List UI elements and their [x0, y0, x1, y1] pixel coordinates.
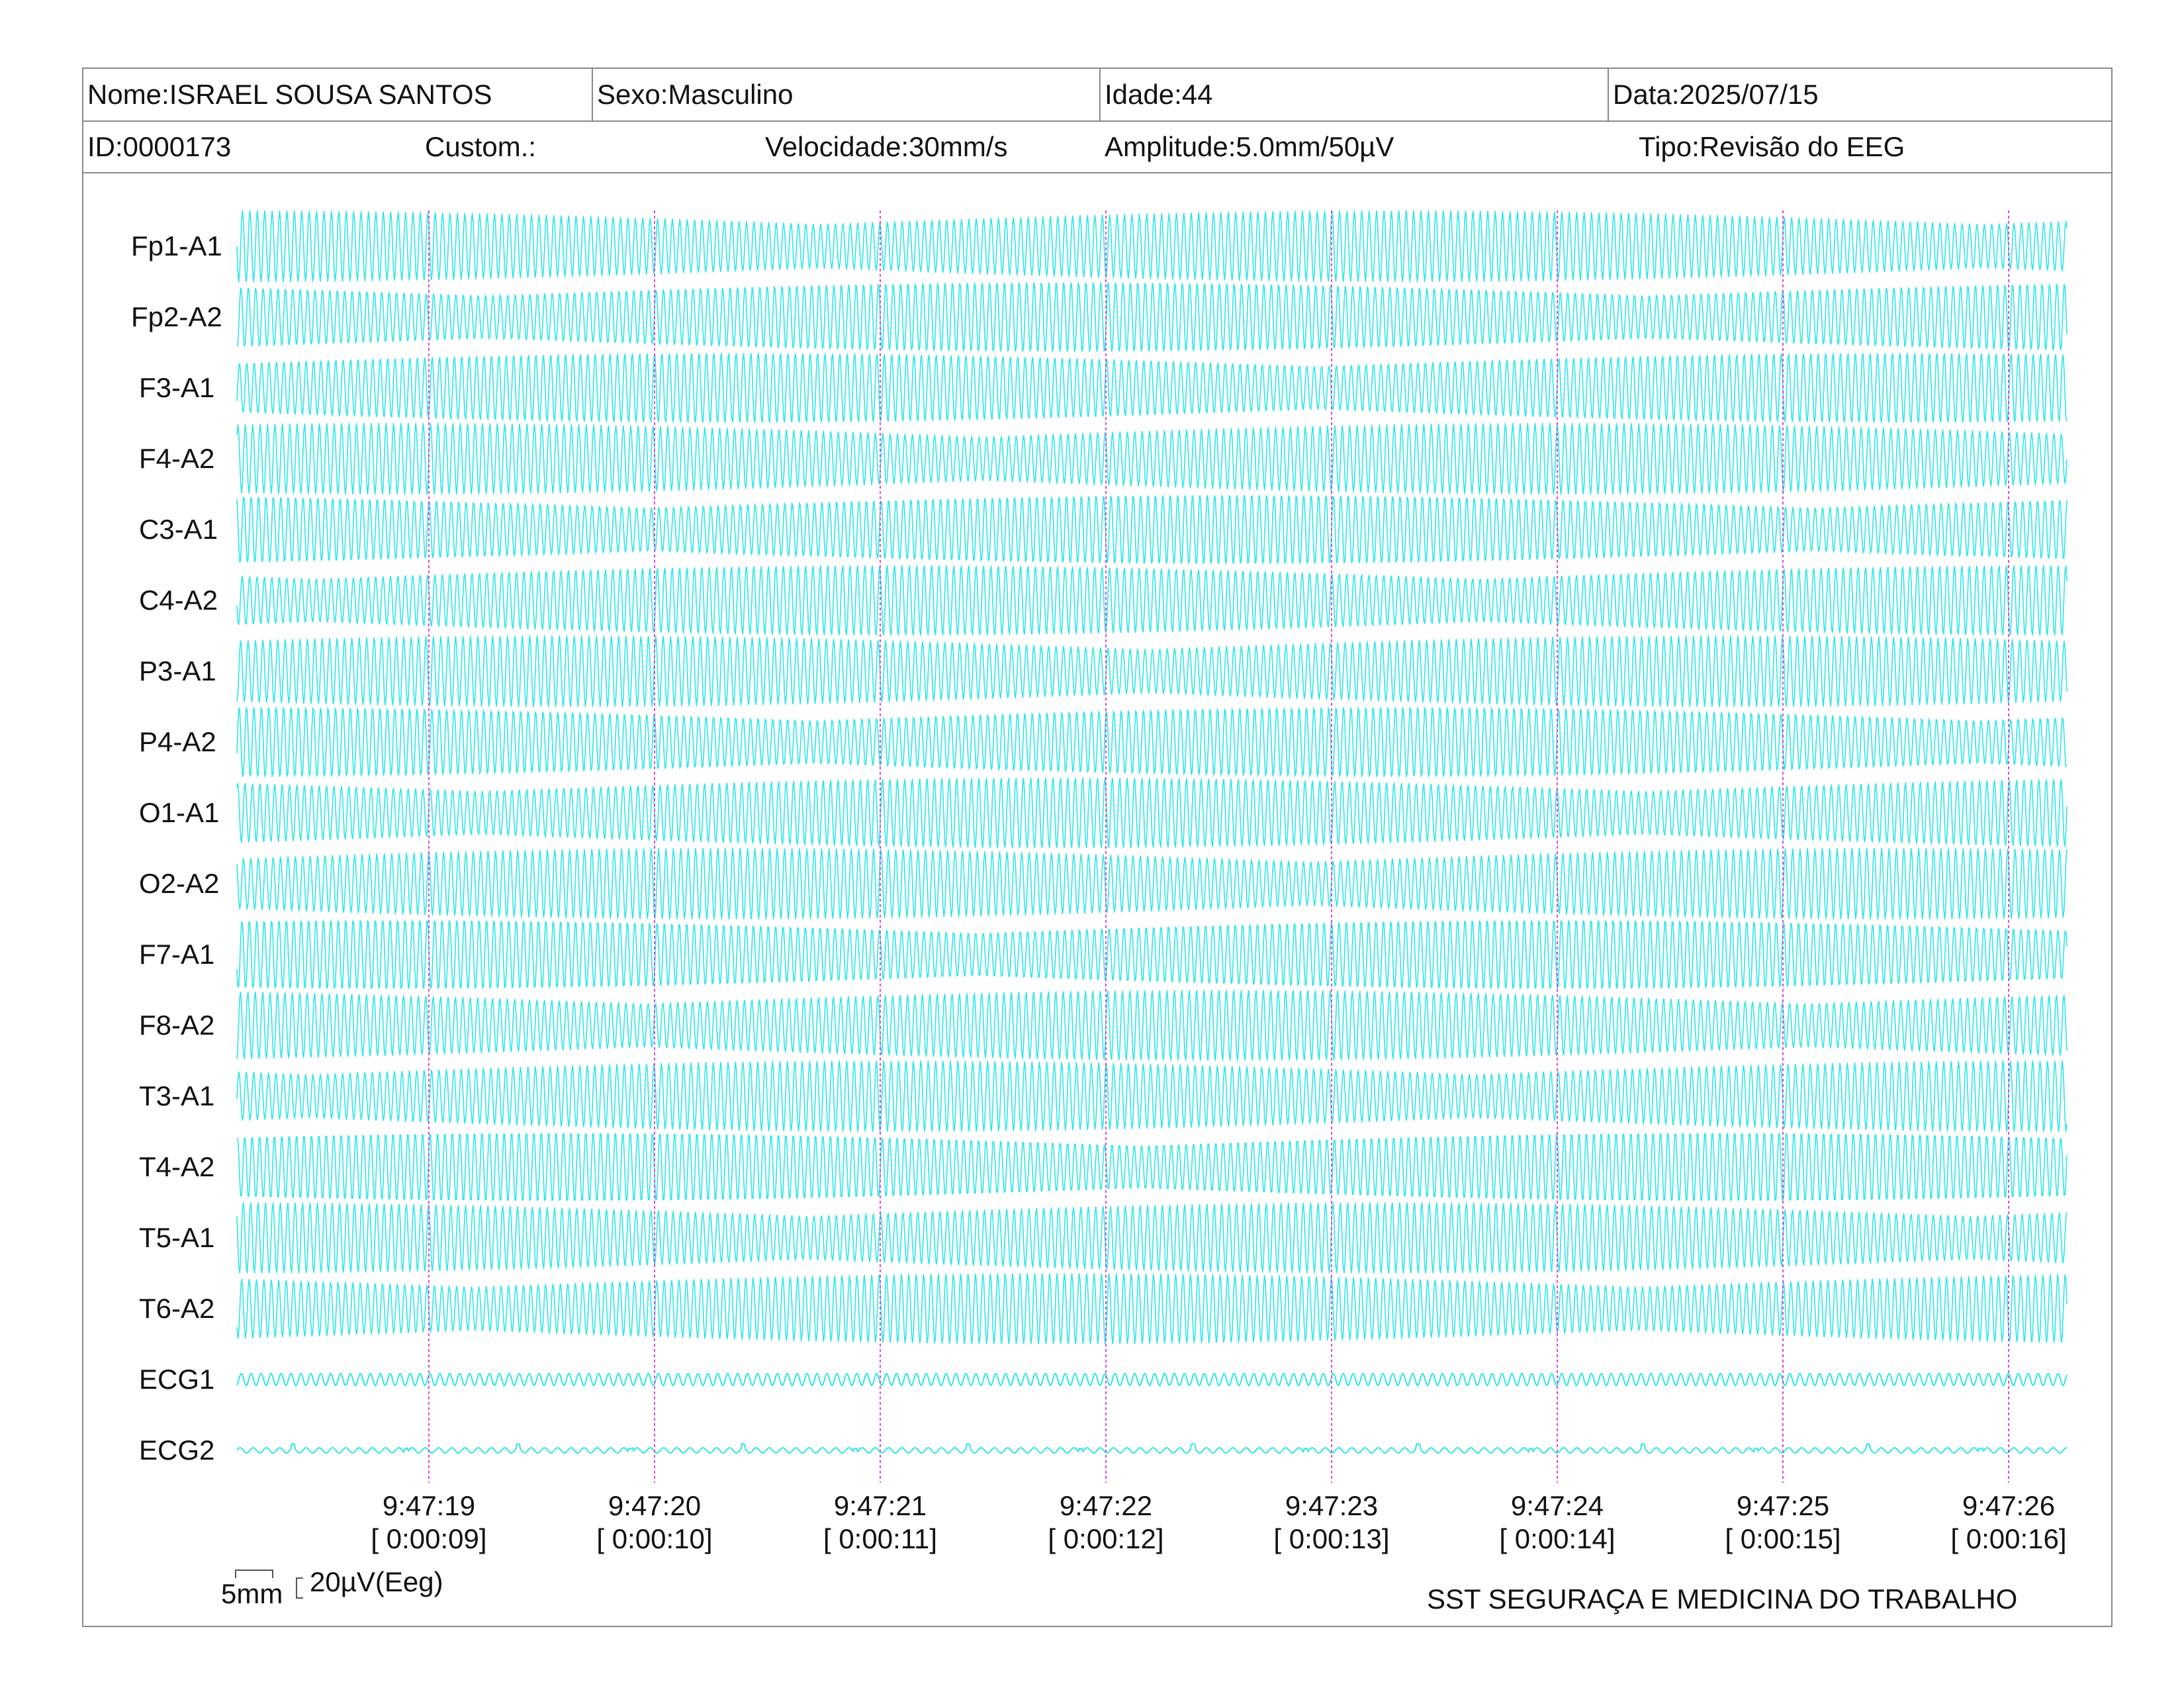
channel-label-o1-a1: O1-A1: [139, 797, 220, 828]
channel-label-f7-a1: F7-A1: [139, 939, 215, 970]
trace-f3-a1: [236, 353, 2068, 423]
channel-label-c4-a2: C4-A2: [139, 585, 218, 616]
custom-field: Custom.:: [425, 131, 537, 162]
time-marker-label: 9:47:23[ 0:00:13]: [1273, 1489, 1389, 1556]
elapsed-time: [ 0:00:14]: [1499, 1523, 1615, 1554]
time-marker-label: 9:47:24[ 0:00:14]: [1499, 1489, 1615, 1556]
clock-time: 9:47:26: [1962, 1490, 2056, 1521]
channel-label-p4-a2: P4-A2: [139, 726, 216, 757]
channel-label-ecg1: ECG1: [139, 1364, 215, 1395]
channel-label-t3-a1: T3-A1: [139, 1080, 215, 1111]
trace-fp2-a2: [236, 282, 2068, 352]
scale-time-label: 5mm: [221, 1578, 283, 1609]
channel-label-f3-a1: F3-A1: [139, 372, 215, 403]
header-row-patient: Nome:ISRAEL SOUSA SANTOS Sexo:Masculino …: [83, 69, 2111, 122]
trace-t4-a2: [236, 1133, 2068, 1201]
scale-bar-icon: [235, 1570, 303, 1599]
time-marker-label: 9:47:19[ 0:00:09]: [371, 1489, 486, 1556]
elapsed-time: [ 0:00:10]: [596, 1523, 713, 1554]
patient-sex: Sexo:Masculino: [597, 79, 794, 110]
trace-t3-a1: [236, 1060, 2068, 1132]
time-marker-label: 9:47:20[ 0:00:10]: [596, 1489, 712, 1556]
trace-f7-a1: [236, 919, 2068, 990]
channel-label-o2-a2: O2-A2: [139, 868, 220, 899]
elapsed-time: [ 0:00:09]: [371, 1523, 487, 1554]
channel-label-p3-a1: P3-A1: [139, 655, 216, 686]
trace-c4-a2: [236, 565, 2068, 635]
elapsed-time: [ 0:00:13]: [1273, 1523, 1390, 1554]
organization-name: SST SEGURAÇA E MEDICINA DO TRABALHO: [1427, 1583, 2018, 1615]
clock-time: 9:47:20: [608, 1490, 702, 1521]
trace-f8-a2: [236, 990, 2068, 1061]
trace-t6-a2: [236, 1273, 2068, 1344]
elapsed-time: [ 0:00:11]: [823, 1523, 938, 1554]
report-frame: Nome:ISRAEL SOUSA SANTOS Sexo:Masculino …: [82, 68, 2113, 1627]
trace-p3-a1: [236, 635, 2068, 707]
amplitude-setting: Amplitude:5.0mm/50µV: [1105, 131, 1394, 162]
time-marker-label: 9:47:25[ 0:00:15]: [1725, 1489, 1841, 1556]
trace-c3-a1: [236, 495, 2068, 564]
trace-ecg1: [236, 1372, 2068, 1387]
elapsed-time: [ 0:00:15]: [1725, 1523, 1841, 1554]
exam-date: Data:2025/07/15: [1613, 79, 1819, 110]
scale-amplitude-label: 20µV(Eeg): [310, 1566, 443, 1597]
trace-o1-a1: [236, 777, 2068, 849]
patient-name: Nome:ISRAEL SOUSA SANTOS: [87, 79, 492, 110]
clock-time: 9:47:22: [1059, 1490, 1153, 1521]
channel-label-t5-a1: T5-A1: [139, 1222, 215, 1253]
trace-p4-a2: [236, 706, 2068, 778]
channel-label-t4-a2: T4-A2: [139, 1151, 215, 1182]
trace-t5-a1: [236, 1202, 2068, 1274]
time-marker-label: 9:47:26[ 0:00:16]: [1950, 1489, 2066, 1556]
channel-label-t6-a2: T6-A2: [139, 1293, 215, 1324]
channel-label-f4-a2: F4-A2: [139, 443, 215, 474]
trace-f4-a2: [236, 422, 2068, 495]
trace-fp1-a1: [236, 210, 2068, 283]
elapsed-time: [ 0:00:16]: [1950, 1523, 2067, 1554]
channel-label-ecg2: ECG2: [139, 1434, 215, 1466]
trace-ecg2: [236, 1442, 2068, 1454]
patient-id: ID:0000173: [87, 131, 232, 162]
time-marker-label: 9:47:22[ 0:00:12]: [1048, 1489, 1163, 1556]
channel-label-f8-a2: F8-A2: [139, 1009, 215, 1041]
channel-label-fp2-a2: Fp2-A2: [131, 301, 222, 332]
channel-label-fp1-a1: Fp1-A1: [131, 230, 222, 261]
speed-setting: Velocidade:30mm/s: [765, 131, 1008, 162]
patient-age: Idade:44: [1105, 79, 1213, 110]
clock-time: 9:47:21: [833, 1490, 927, 1521]
channel-label-c3-a1: C3-A1: [139, 514, 218, 545]
clock-time: 9:47:19: [382, 1490, 476, 1521]
header-row-exam: ID:0000173 Custom.: Velocidade:30mm/s Am…: [83, 122, 2111, 173]
exam-type: Tipo:Revisão do EEG: [1639, 131, 1905, 162]
clock-time: 9:47:25: [1736, 1490, 1830, 1521]
trace-o2-a2: [236, 848, 2068, 919]
elapsed-time: [ 0:00:12]: [1048, 1523, 1164, 1554]
time-marker-label: 9:47:21[ 0:00:11]: [823, 1489, 937, 1556]
clock-time: 9:47:23: [1285, 1490, 1379, 1521]
clock-time: 9:47:24: [1510, 1490, 1604, 1521]
